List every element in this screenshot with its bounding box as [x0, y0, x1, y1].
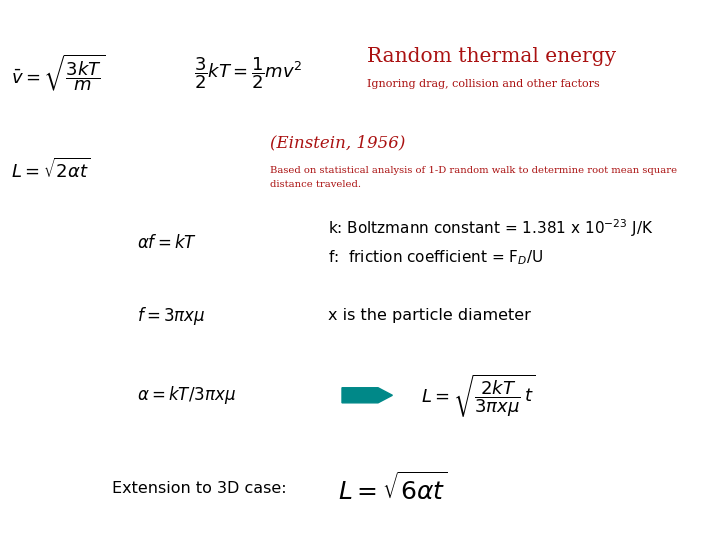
- Text: Ignoring drag, collision and other factors: Ignoring drag, collision and other facto…: [367, 79, 600, 89]
- Text: x is the particle diameter: x is the particle diameter: [328, 308, 531, 323]
- Text: f:  friction coefficient = F$_D$/U: f: friction coefficient = F$_D$/U: [328, 249, 543, 267]
- Text: Extension to 3D case:: Extension to 3D case:: [112, 481, 287, 496]
- Text: $\bar{v} = \sqrt{\dfrac{3kT}{m}}$: $\bar{v} = \sqrt{\dfrac{3kT}{m}}$: [11, 53, 105, 93]
- Text: $\alpha = kT/3\pi x\mu$: $\alpha = kT/3\pi x\mu$: [137, 384, 236, 406]
- Text: Based on statistical analysis of 1-D random walk to determine root mean square: Based on statistical analysis of 1-D ran…: [270, 166, 677, 174]
- Text: $L = \sqrt{6\alpha t}$: $L = \sqrt{6\alpha t}$: [338, 472, 448, 505]
- Text: $\dfrac{3}{2}kT = \dfrac{1}{2}mv^2$: $\dfrac{3}{2}kT = \dfrac{1}{2}mv^2$: [194, 55, 303, 91]
- Text: Random thermal energy: Random thermal energy: [367, 47, 616, 66]
- Text: $L = \sqrt{\dfrac{2kT}{3\pi x\mu}\,t}$: $L = \sqrt{\dfrac{2kT}{3\pi x\mu}\,t}$: [421, 372, 536, 418]
- Text: (Einstein, 1956): (Einstein, 1956): [270, 134, 405, 152]
- Text: $f = 3\pi x\mu$: $f = 3\pi x\mu$: [137, 305, 205, 327]
- Text: distance traveled.: distance traveled.: [270, 180, 361, 189]
- Text: k: Boltzmann constant = 1.381 x 10$^{-23}$ J/K: k: Boltzmann constant = 1.381 x 10$^{-23…: [328, 217, 653, 239]
- FancyArrow shape: [342, 388, 392, 403]
- Text: $L = \sqrt{2\alpha t}$: $L = \sqrt{2\alpha t}$: [11, 158, 90, 182]
- Text: $\alpha f = kT$: $\alpha f = kT$: [137, 234, 197, 252]
